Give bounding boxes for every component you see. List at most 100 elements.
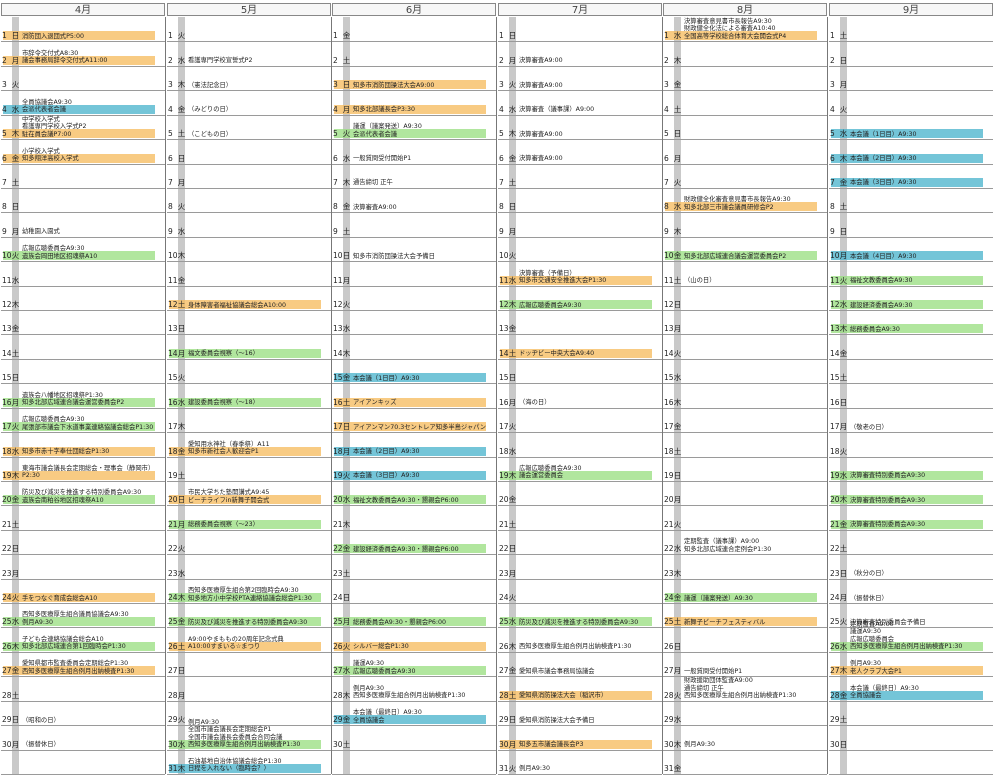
row-line	[167, 603, 331, 604]
weekday-label: 木	[11, 129, 20, 138]
row-line	[1, 432, 165, 433]
weekday-label: 木	[673, 569, 682, 578]
row-line	[663, 310, 827, 311]
highlight-band	[831, 251, 983, 260]
weekday-label: 金	[673, 593, 682, 602]
event-text: 看護専門学校宣誓式P2	[188, 57, 253, 64]
event-text: 知多北部広域連合第1回臨時会P1:30	[22, 643, 126, 650]
event-text: 西知多医療厚生組合例月出納検査P1:30	[519, 643, 632, 650]
day-number: 9	[168, 227, 173, 236]
day-number: 30	[830, 740, 840, 749]
row-line	[1, 139, 165, 140]
event-text: 遺族会南粕谷地区招魂祭A10	[22, 497, 104, 504]
weekday-label: 金	[342, 715, 351, 724]
day-number: 27	[830, 666, 840, 675]
event-text: 議会運営委員会	[519, 472, 564, 479]
weekday-label: 木	[508, 300, 517, 309]
day-number: 22	[168, 544, 178, 553]
month-header: 9月	[829, 3, 993, 16]
row-line	[332, 725, 496, 726]
weekday-column	[12, 17, 19, 774]
row-line	[498, 579, 662, 580]
row-line	[1, 481, 165, 482]
day-number: 19	[2, 471, 12, 480]
weekday-label: 水	[673, 202, 682, 211]
event-text: 決算審査特別委員会A9:30	[850, 521, 926, 528]
day-number: 17	[830, 422, 840, 431]
highlight-band	[169, 617, 321, 626]
event-text: 身体障害者福祉協議会総会A10:00	[188, 302, 287, 309]
row-line	[829, 90, 993, 91]
day-number: 3	[168, 80, 173, 89]
weekday-label: 木	[673, 227, 682, 236]
weekday-label: 金	[342, 544, 351, 553]
weekday-label: 火	[177, 373, 186, 382]
row-line	[167, 481, 331, 482]
weekday-label: 水	[508, 105, 517, 114]
weekday-label: 木	[177, 422, 186, 431]
weekday-label: 木	[839, 154, 848, 163]
weekday-label: 火	[508, 80, 517, 89]
weekday-label: 火	[673, 520, 682, 529]
day-number: 13	[499, 324, 509, 333]
weekday-label: 火	[673, 178, 682, 187]
row-line	[332, 286, 496, 287]
event-text: （山の日）	[684, 277, 716, 284]
row-line	[829, 212, 993, 213]
day-number: 7	[499, 178, 504, 187]
weekday-label: 水	[342, 666, 351, 675]
event-text: ビーチライフin新舞子開会式	[188, 497, 270, 504]
event-text: 本会議（最終日）A9:30	[850, 685, 919, 692]
weekday-label: 木	[11, 471, 20, 480]
row-line	[663, 603, 827, 604]
row-line	[1, 188, 165, 189]
event-text: 知多市新社会人歓迎会P1	[188, 448, 259, 455]
highlight-band	[169, 520, 321, 529]
row-line	[663, 725, 827, 726]
weekday-label: 日	[673, 642, 682, 651]
weekday-label: 水	[839, 642, 848, 651]
event-text: 本会議（1日目）A9:30	[850, 131, 917, 138]
day-number: 22	[333, 544, 343, 553]
day-number: 8	[664, 202, 669, 211]
day-number: 12	[499, 300, 509, 309]
month-header: 4月	[1, 3, 165, 16]
row-line	[829, 334, 993, 335]
weekday-label: 水	[11, 105, 20, 114]
highlight-band	[831, 642, 983, 651]
row-line	[1, 334, 165, 335]
weekday-label: 日	[177, 154, 186, 163]
day-number: 18	[499, 447, 509, 456]
weekday-label: 木	[177, 764, 186, 773]
highlight-band	[334, 617, 486, 626]
row-line	[663, 334, 827, 335]
row-line	[498, 261, 662, 262]
day-number: 21	[2, 520, 12, 529]
day-number: 28	[168, 691, 178, 700]
day-number: 8	[499, 202, 504, 211]
event-text: 西知多医療厚生組合例月出納検査P1:30	[850, 643, 963, 650]
weekday-label: 水	[508, 276, 517, 285]
event-text: 東海市議会議長会定期総会・理事会（静岡市）	[22, 465, 155, 472]
day-number: 8	[830, 202, 835, 211]
weekday-label: 土	[508, 520, 517, 529]
day-number: 27	[2, 666, 12, 675]
weekday-label: 火	[342, 300, 351, 309]
weekday-label: 水	[839, 129, 848, 138]
weekday-label: 金	[342, 31, 351, 40]
day-number: 20	[168, 495, 178, 504]
event-text: 広報広聴委員会A9:30	[519, 465, 582, 472]
month-divider	[827, 17, 828, 774]
day-number: 31	[499, 764, 509, 773]
event-text: 広報広聴委員会A9:30	[519, 302, 582, 309]
weekday-label: 日	[11, 373, 20, 382]
row-line	[829, 652, 993, 653]
weekday-label: 水	[673, 373, 682, 382]
day-number: 11	[664, 276, 674, 285]
weekday-label: 水	[673, 544, 682, 553]
row-line	[829, 481, 993, 482]
row-line	[663, 237, 827, 238]
highlight-band	[334, 666, 486, 675]
weekday-label: 水	[177, 398, 186, 407]
event-text: （海の日）	[519, 399, 551, 406]
